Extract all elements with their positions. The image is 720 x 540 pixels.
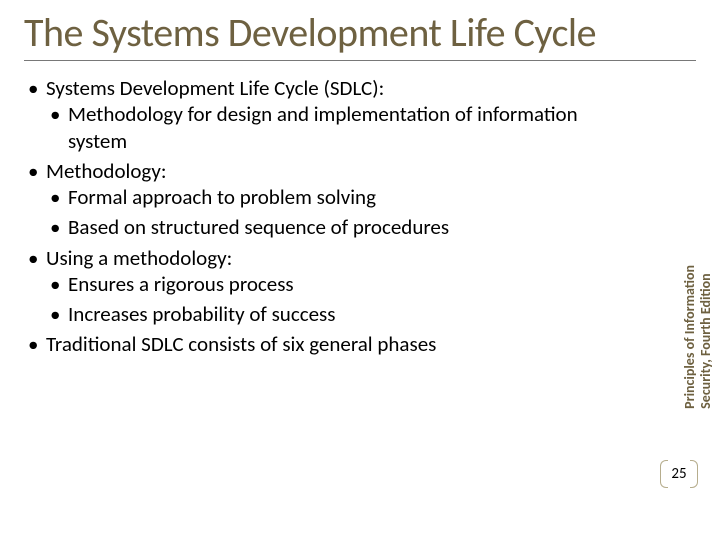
bracket-left-icon — [660, 460, 668, 488]
bullet-text: Ensures a rigorous process — [68, 271, 294, 297]
side-label-line2: Security, Fourth Edition — [698, 265, 714, 409]
side-label-line1: Principles of Information — [681, 265, 698, 409]
list-item: Systems Development Life Cycle (SDLC): M… — [24, 75, 614, 154]
slide-title: The Systems Development Life Cycle — [24, 12, 696, 54]
bullet-text: Methodology: — [46, 158, 166, 184]
page-number: 25 — [671, 465, 686, 483]
list-item: Traditional SDLC consists of six general… — [24, 331, 614, 357]
bullet-text: Based on structured sequence of procedur… — [68, 214, 449, 240]
list-item: Methodology: Formal approach to problem … — [24, 158, 614, 241]
page-number-badge: 25 — [662, 460, 696, 488]
title-rule — [24, 60, 696, 61]
list-item: Based on structured sequence of procedur… — [46, 214, 614, 240]
list-item: Formal approach to problem solving — [46, 184, 614, 210]
list-item: Increases probability of success — [46, 301, 614, 327]
body-content: Systems Development Life Cycle (SDLC): M… — [24, 75, 614, 358]
bracket-right-icon — [690, 460, 698, 488]
bullet-text: Methodology for design and implementatio… — [68, 101, 578, 153]
slide: The Systems Development Life Cycle Syste… — [0, 0, 720, 540]
list-item: Using a methodology: Ensures a rigorous … — [24, 245, 614, 328]
side-book-label: Principles of Information Security, Four… — [682, 265, 714, 409]
bullet-text: Increases probability of success — [68, 301, 335, 327]
list-item: Methodology for design and implementatio… — [46, 101, 614, 154]
bullet-text: Traditional SDLC consists of six general… — [46, 331, 436, 357]
list-item: Ensures a rigorous process — [46, 271, 614, 297]
bullet-text: Using a methodology: — [46, 245, 232, 271]
bullet-text: Systems Development Life Cycle (SDLC): — [46, 75, 384, 101]
bullet-text: Formal approach to problem solving — [68, 184, 376, 210]
